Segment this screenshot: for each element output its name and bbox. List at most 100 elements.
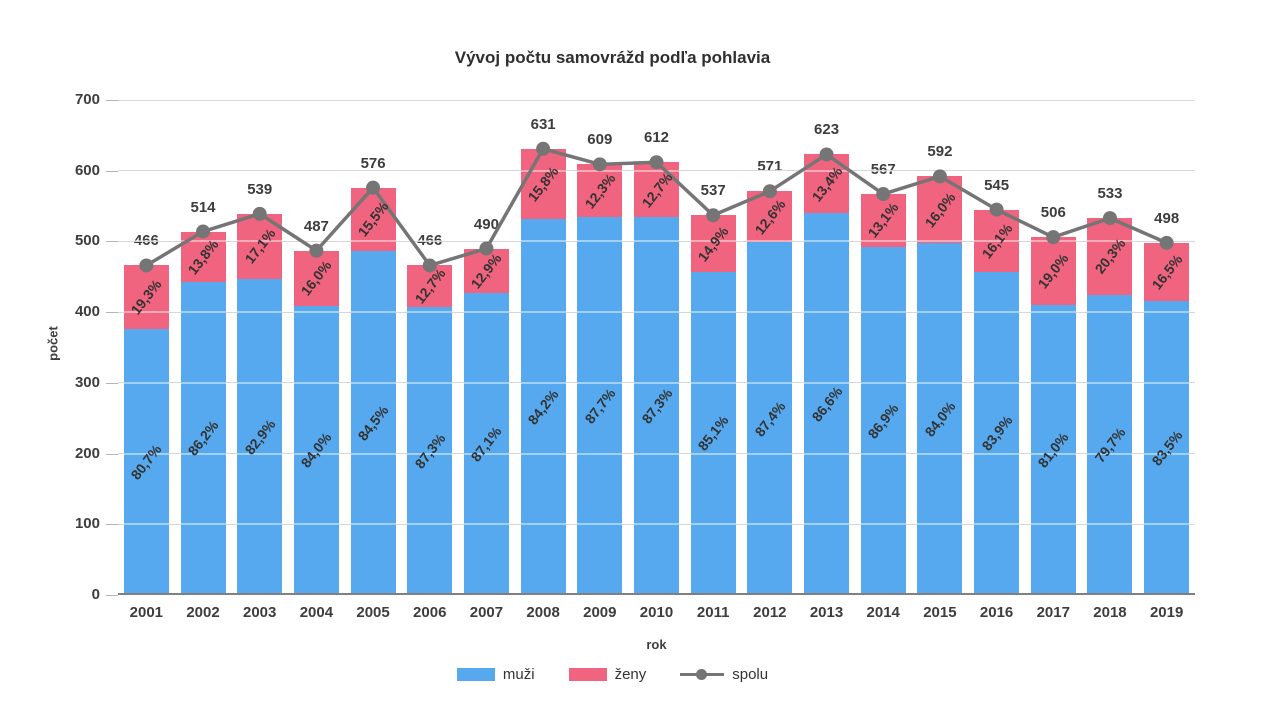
x-tick-label-2001: 2001 (129, 604, 164, 621)
spolu-line-series (139, 141, 1174, 273)
y-tick-label-700: 700 (74, 91, 100, 108)
legend: muži ženy spolu (0, 666, 1225, 683)
bar-muzi-2003 (237, 279, 283, 595)
line-marker-2012 (762, 184, 777, 199)
line-marker-2018 (1102, 211, 1117, 226)
bar-zeny-2009 (577, 164, 623, 218)
bar-zeny-2004 (293, 250, 339, 306)
total-label-2004: 487 (303, 217, 329, 235)
bar-zeny-2019 (1144, 242, 1190, 301)
line-marker-2015 (932, 169, 947, 184)
line-marker-2001 (139, 258, 154, 273)
bar-muzi-2006 (407, 307, 453, 595)
bar-muzi-2019 (1144, 300, 1190, 595)
legend-item-spolu: spolu (680, 666, 768, 683)
bar-muzi-2014 (860, 246, 906, 595)
total-label-2003: 539 (247, 180, 273, 198)
y-tick-700 (106, 100, 118, 101)
total-label-2019: 498 (1154, 209, 1180, 227)
total-label-2017: 506 (1040, 204, 1066, 222)
x-tick-label-2019: 2019 (1149, 604, 1184, 621)
line-marker-2011 (706, 208, 721, 223)
x-tick-label-2003: 2003 (243, 604, 277, 621)
total-label-2005: 576 (360, 154, 386, 172)
x-tick-label-2016: 2016 (979, 604, 1014, 621)
line-marker-2019 (1159, 235, 1174, 250)
legend-label-zeny: ženy (614, 666, 647, 683)
gridline-overlay-100 (118, 523, 1195, 526)
bar-zeny-2010 (634, 162, 679, 218)
bar-zeny-2018 (1087, 218, 1133, 295)
line-marker-2004 (309, 243, 324, 258)
y-tick-label-600: 600 (74, 161, 100, 179)
bar-muzi-2001 (123, 329, 169, 595)
total-label-2010: 612 (643, 129, 670, 147)
total-label-2002: 514 (190, 198, 216, 216)
total-label-2014: 567 (870, 161, 896, 179)
total-label-2007: 490 (473, 215, 499, 233)
total-label-2013: 623 (814, 121, 840, 139)
total-label-2009: 609 (587, 131, 613, 149)
bar-zeny-2001 (123, 265, 169, 330)
total-label-2018: 533 (1097, 185, 1123, 203)
x-axis-title: rok (646, 637, 667, 652)
line-marker-2010 (649, 155, 664, 170)
line-marker-2016 (989, 202, 1004, 217)
total-label-2008: 631 (530, 115, 556, 133)
x-tick-label-2010: 2010 (639, 604, 674, 621)
line-marker-2013 (819, 147, 834, 162)
gridline-overlay-400 (118, 311, 1195, 314)
gridline-700 (118, 99, 1195, 101)
spolu-dot-icon (696, 669, 708, 680)
gridline-overlay-700 (118, 99, 1195, 101)
x-axis-baseline (118, 593, 1195, 595)
gridline-overlay-500 (118, 240, 1195, 243)
bar-muzi-2015 (917, 243, 963, 595)
bar-zeny-2015 (917, 176, 963, 244)
y-tick-100 (106, 524, 118, 526)
legend-item-zeny: ženy (568, 666, 647, 683)
legend-label-spolu: spolu (732, 666, 769, 683)
bar-zeny-2014 (860, 194, 906, 247)
zeny-color-swatch (568, 668, 607, 681)
bar-muzi-2011 (690, 271, 736, 595)
x-tick-label-2005: 2005 (356, 604, 390, 621)
line-marker-2005 (366, 180, 381, 195)
y-tick-label-200: 200 (74, 444, 100, 462)
x-tick-label-2014: 2014 (866, 604, 900, 621)
bar-zeny-2016 (974, 209, 1020, 272)
bar-muzi-2004 (293, 305, 339, 595)
y-tick-label-400: 400 (74, 303, 100, 321)
bar-muzi-2010 (634, 217, 679, 595)
line-marker-2014 (876, 187, 891, 202)
y-tick-label-0: 0 (91, 586, 100, 603)
line-marker-2002 (196, 224, 211, 239)
bar-zeny-2017 (1030, 237, 1076, 306)
bar-muzi-2005 (350, 250, 396, 595)
bar-muzi-2018 (1087, 294, 1133, 595)
y-tick-label-300: 300 (74, 373, 100, 391)
x-tick-label-2007: 2007 (469, 604, 504, 621)
y-tick-label-100: 100 (74, 515, 100, 533)
y-tick-300 (106, 382, 118, 384)
line-marker-2009 (592, 157, 607, 172)
bar-zeny-2011 (690, 215, 736, 272)
line-marker-2006 (422, 258, 437, 273)
x-tick-label-2015: 2015 (923, 604, 957, 621)
x-tick-label-2011: 2011 (696, 604, 730, 621)
chart-title: Vývoj počtu samovrážd podľa pohlavia (454, 48, 771, 67)
bar-muzi-2008 (520, 219, 566, 595)
x-tick-label-2002: 2002 (186, 604, 220, 621)
muzi-color-swatch (456, 668, 495, 681)
y-tick-label-500: 500 (74, 232, 100, 250)
bar-muzi-2016 (974, 271, 1020, 595)
x-tick-label-2013: 2013 (809, 604, 844, 621)
spolu-line-marker (680, 668, 725, 681)
gridline-overlay-600 (118, 169, 1195, 172)
gridline-overlay-200 (118, 452, 1195, 455)
total-label-2011: 537 (700, 182, 726, 200)
y-tick-0 (106, 595, 118, 596)
line-marker-2017 (1046, 230, 1061, 245)
y-tick-400 (106, 312, 118, 314)
